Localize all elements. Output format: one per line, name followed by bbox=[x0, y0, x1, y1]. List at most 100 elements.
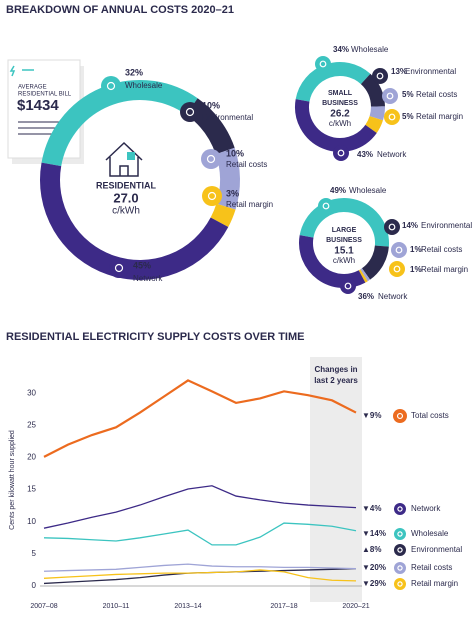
bill-label: AVERAGE bbox=[18, 85, 47, 91]
segment-value: 45% bbox=[133, 260, 151, 270]
icon-glyph bbox=[344, 282, 352, 290]
segment-name: Network bbox=[133, 274, 163, 283]
change-label: ▼9% bbox=[362, 411, 381, 420]
x-tick-label: 2017–18 bbox=[270, 603, 297, 610]
x-tick-label: 2010–11 bbox=[103, 603, 130, 610]
icon-glyph bbox=[388, 223, 396, 231]
icon-glyph bbox=[106, 81, 116, 91]
icon bbox=[180, 102, 200, 122]
segment-value: 5% bbox=[402, 90, 414, 99]
legend-name: Retail costs bbox=[411, 563, 452, 572]
x-tick-label: 2020–21 bbox=[342, 603, 369, 610]
segment-value: 14% bbox=[402, 221, 418, 230]
donut-segment bbox=[360, 268, 371, 282]
house-icon bbox=[105, 141, 143, 177]
donut-segment bbox=[358, 269, 368, 283]
y-tick-label: 20 bbox=[27, 453, 36, 462]
icon bbox=[391, 242, 407, 258]
segment-name: Wholesale bbox=[349, 186, 387, 195]
segment-value: 34% bbox=[333, 45, 349, 54]
icon bbox=[382, 88, 398, 104]
icon-glyph bbox=[396, 412, 404, 420]
donut-segment bbox=[361, 245, 389, 280]
line-chart-title: RESIDENTIAL ELECTRICITY SUPPLY COSTS OVE… bbox=[6, 331, 304, 343]
icon-glyph bbox=[397, 506, 403, 512]
series-line bbox=[43, 569, 357, 582]
segment-name: Environmental bbox=[202, 113, 253, 122]
segment-value: 32% bbox=[125, 67, 143, 77]
icon-glyph bbox=[397, 581, 403, 587]
icon-glyph bbox=[397, 565, 403, 571]
segment-name: Retail margin bbox=[416, 112, 463, 121]
y-tick-label: 0 bbox=[32, 581, 37, 590]
center-text: 27.0 bbox=[113, 190, 138, 205]
donut-segment bbox=[299, 198, 389, 247]
icon bbox=[109, 258, 129, 278]
series-line bbox=[43, 485, 357, 529]
bill-card: AVERAGE RESIDENTIAL BILL $1434 bbox=[7, 59, 84, 164]
icon bbox=[394, 578, 406, 590]
legend-name: Retail margin bbox=[411, 579, 458, 588]
icon bbox=[389, 261, 405, 277]
icon bbox=[372, 68, 388, 84]
icon-glyph bbox=[319, 60, 327, 68]
icon bbox=[394, 562, 406, 574]
icon-glyph bbox=[395, 246, 403, 254]
segment-value: 1% bbox=[410, 265, 422, 274]
donut-segment bbox=[215, 147, 240, 210]
icon-glyph bbox=[386, 92, 394, 100]
center-text: BUSINESS bbox=[322, 100, 358, 107]
icon-glyph bbox=[397, 547, 403, 553]
y-axis-label: Cents per kilowatt hour supplied bbox=[9, 430, 16, 530]
segment-value: 10% bbox=[226, 148, 244, 158]
band-annotation: last 2 years bbox=[314, 376, 358, 385]
bill-amount: $1434 bbox=[17, 97, 59, 114]
center-text: c/kWh bbox=[333, 256, 355, 265]
icon bbox=[394, 503, 406, 515]
icon bbox=[333, 145, 349, 161]
segment-name: Retail costs bbox=[416, 90, 457, 99]
icon-glyph bbox=[207, 191, 217, 201]
icon bbox=[201, 149, 221, 169]
icon bbox=[384, 109, 400, 125]
legend-name: Environmental bbox=[411, 545, 462, 554]
legend-name: Total costs bbox=[411, 411, 449, 420]
section-title: BREAKDOWN OF ANNUAL COSTS 2020–21 bbox=[6, 4, 234, 16]
icon bbox=[393, 409, 407, 423]
icon-glyph bbox=[376, 72, 384, 80]
change-label: ▼14% bbox=[362, 529, 386, 538]
donut-segment bbox=[295, 99, 377, 152]
segment-value: 43% bbox=[357, 150, 373, 159]
series-line bbox=[43, 522, 357, 546]
icon bbox=[202, 186, 222, 206]
legend-name: Wholesale bbox=[411, 529, 449, 538]
segment-value: 36% bbox=[358, 292, 374, 301]
donut-segment bbox=[210, 203, 236, 227]
icon-glyph bbox=[114, 263, 124, 273]
donut-segment bbox=[365, 115, 383, 133]
legend-name: Network bbox=[411, 504, 441, 513]
icon-glyph bbox=[393, 265, 401, 273]
segment-value: 1% bbox=[410, 245, 422, 254]
y-tick-label: 25 bbox=[27, 421, 36, 430]
icon-glyph bbox=[206, 154, 216, 164]
segment-name: Retail costs bbox=[226, 160, 267, 169]
x-tick-label: 2007–08 bbox=[30, 603, 57, 610]
icon-glyph bbox=[388, 113, 396, 121]
icon-glyph bbox=[337, 149, 345, 157]
change-label: ▼20% bbox=[362, 563, 386, 572]
segment-name: Network bbox=[378, 292, 408, 301]
icon bbox=[394, 528, 406, 540]
segment-name: Wholesale bbox=[125, 81, 163, 90]
donut-segment bbox=[41, 80, 198, 167]
segment-name: Retail margin bbox=[421, 265, 468, 274]
segment-name: Environmental bbox=[405, 67, 456, 76]
y-tick-label: 30 bbox=[27, 388, 36, 397]
center-text: c/kWh bbox=[329, 119, 351, 128]
segment-name: Retail margin bbox=[226, 200, 273, 209]
highlight-band bbox=[310, 357, 362, 602]
center-text: LARGE bbox=[332, 227, 357, 234]
band-annotation: Changes in bbox=[314, 365, 357, 374]
segment-value: 3% bbox=[226, 188, 239, 198]
